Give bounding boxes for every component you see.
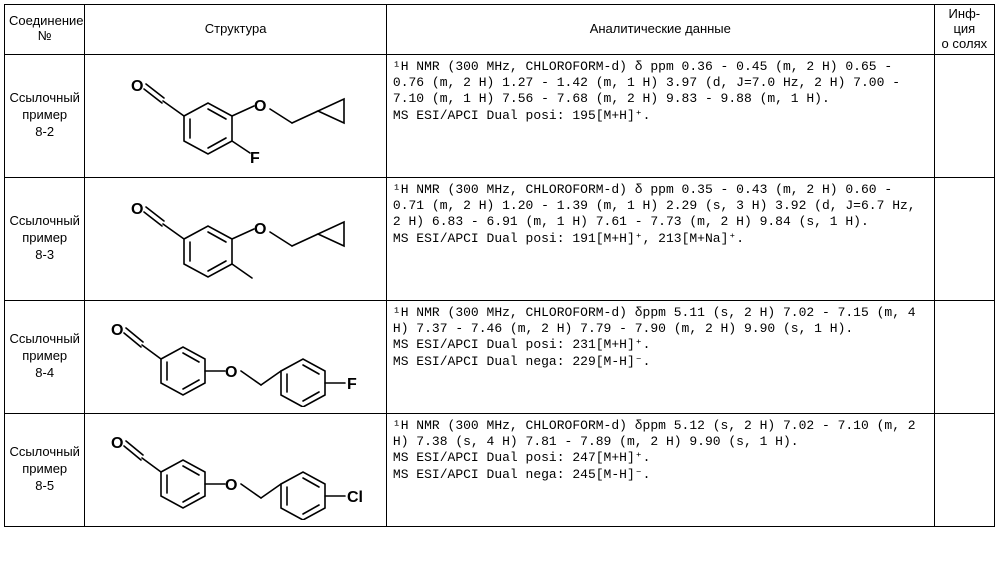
- analytical-cell: ¹H NMR (300 MHz, CHLOROFORM-d) δppm 5.12…: [386, 413, 934, 526]
- header-analytical: Аналитические данные: [386, 5, 934, 55]
- compound-label: Ссылочныйпример8-5: [5, 413, 85, 526]
- header-structure: Структура: [85, 5, 387, 55]
- structure-8-5: O O: [91, 420, 381, 520]
- svg-text:O: O: [131, 201, 143, 218]
- svg-text:O: O: [111, 435, 123, 452]
- header-row: Соединение№ Структура Аналитические данн…: [5, 5, 995, 55]
- svg-text:O: O: [225, 477, 237, 494]
- svg-text:O: O: [111, 322, 123, 339]
- salt-cell: [934, 54, 994, 177]
- salt-cell: [934, 177, 994, 300]
- salt-cell: [934, 413, 994, 526]
- svg-text:O: O: [131, 78, 143, 95]
- structure-8-2: O O: [96, 61, 376, 171]
- analytical-cell: ¹H NMR (300 MHz, CHLOROFORM-d) δ ppm 0.3…: [386, 54, 934, 177]
- header-salt: Инф-цияо солях: [934, 5, 994, 55]
- svg-text:F: F: [250, 150, 260, 167]
- compound-label: Ссылочныйпример8-4: [5, 300, 85, 413]
- compound-label: Ссылочныйпример8-2: [5, 54, 85, 177]
- compound-label: Ссылочныйпример8-3: [5, 177, 85, 300]
- structure-cell: O O: [85, 54, 387, 177]
- salt-cell: [934, 300, 994, 413]
- table-row: Ссылочныйпример8-4 O O: [5, 300, 995, 413]
- table-row: Ссылочныйпример8-3 O O: [5, 177, 995, 300]
- compound-table: Соединение№ Структура Аналитические данн…: [4, 4, 995, 527]
- svg-text:O: O: [254, 98, 266, 115]
- svg-text:Cl: Cl: [347, 489, 363, 506]
- structure-cell: O O: [85, 177, 387, 300]
- structure-cell: O O: [85, 413, 387, 526]
- table-row: Ссылочныйпример8-2 O: [5, 54, 995, 177]
- header-compound: Соединение№: [5, 5, 85, 55]
- analytical-cell: ¹H NMR (300 MHz, CHLOROFORM-d) δppm 5.11…: [386, 300, 934, 413]
- structure-8-3: O O: [96, 184, 376, 294]
- svg-text:O: O: [225, 364, 237, 381]
- analytical-cell: ¹H NMR (300 MHz, CHLOROFORM-d) δ ppm 0.3…: [386, 177, 934, 300]
- svg-text:O: O: [254, 221, 266, 238]
- structure-cell: O O: [85, 300, 387, 413]
- table-row: Ссылочныйпример8-5 O O: [5, 413, 995, 526]
- svg-text:F: F: [347, 376, 357, 393]
- structure-8-4: O O: [91, 307, 381, 407]
